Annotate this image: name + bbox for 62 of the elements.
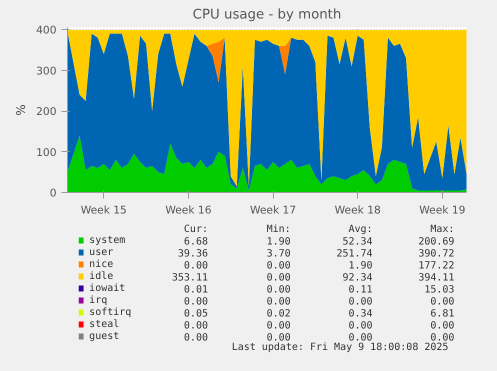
legend-label: irq <box>89 295 108 306</box>
text: 0.00 <box>348 320 373 332</box>
text: 0.00 <box>184 320 208 332</box>
y-axis-title: % <box>14 104 28 116</box>
legend-label: guest <box>89 331 120 342</box>
text: 0.02 <box>266 308 291 320</box>
text: 0.00 <box>348 296 373 308</box>
chart-title: CPU usage - by month <box>192 8 342 22</box>
text: Cur: <box>184 224 208 235</box>
text: 0.34 <box>348 308 373 320</box>
legend-label: nice <box>89 259 114 270</box>
text: 0.00 <box>430 320 454 332</box>
text: 177.22 <box>418 260 454 272</box>
text: 1.90 <box>348 260 373 272</box>
text: 0.00 <box>430 332 454 344</box>
text: 6.81 <box>430 308 454 320</box>
text: 0.00 <box>348 332 373 344</box>
y-tick-label: 100 <box>36 146 57 159</box>
text: 0.00 <box>266 284 291 296</box>
legend-label: system <box>89 235 126 246</box>
text: 0.01 <box>184 284 208 296</box>
y-tick-label: 200 <box>36 105 57 118</box>
legend-label: iowait <box>89 283 126 294</box>
text: 390.72 <box>418 248 454 260</box>
text: Max: <box>430 224 454 235</box>
y-tick-label: 300 <box>36 64 57 78</box>
text: Min: <box>266 224 291 235</box>
x-tick-label: Week 19 <box>419 204 466 216</box>
text: 0.00 <box>266 272 291 284</box>
x-tick-label: Week 16 <box>165 204 212 216</box>
y-tick-label: 400 <box>36 24 57 37</box>
text: 39.36 <box>178 248 208 260</box>
x-tick-label: Week 15 <box>80 204 127 216</box>
text: 0.00 <box>430 296 454 308</box>
text: 92.34 <box>342 272 373 284</box>
text: 52.34 <box>342 236 373 248</box>
legend-label: steal <box>89 319 120 330</box>
text: 251.74 <box>336 248 373 260</box>
text: 6.68 <box>184 236 208 248</box>
x-tick-label: Week 18 <box>334 204 381 216</box>
legend-label: user <box>89 247 114 258</box>
text: 0.00 <box>184 296 208 308</box>
legend-label: idle <box>89 271 114 282</box>
text: 0.00 <box>266 296 291 308</box>
y-tick-label: 0 <box>50 186 57 200</box>
text: 0.00 <box>184 332 208 344</box>
text: 0.00 <box>266 332 291 344</box>
text: 0.00 <box>184 260 208 272</box>
text: 0.00 <box>266 320 291 332</box>
text: 1.90 <box>266 236 291 248</box>
text: 0.05 <box>184 308 208 320</box>
text: 3.70 <box>266 248 291 260</box>
text: Last update: Fri May 9 18:00:08 2025 <box>232 342 448 353</box>
text: 15.03 <box>424 284 454 296</box>
text: 353.11 <box>172 272 208 284</box>
text: Avg: <box>348 224 373 235</box>
legend-label: softirq <box>89 307 132 318</box>
x-tick-label: Week 17 <box>250 204 296 216</box>
text: 200.69 <box>418 236 454 248</box>
text: 394.11 <box>418 272 454 284</box>
text: 0.11 <box>348 284 373 296</box>
text: 0.00 <box>266 260 291 272</box>
